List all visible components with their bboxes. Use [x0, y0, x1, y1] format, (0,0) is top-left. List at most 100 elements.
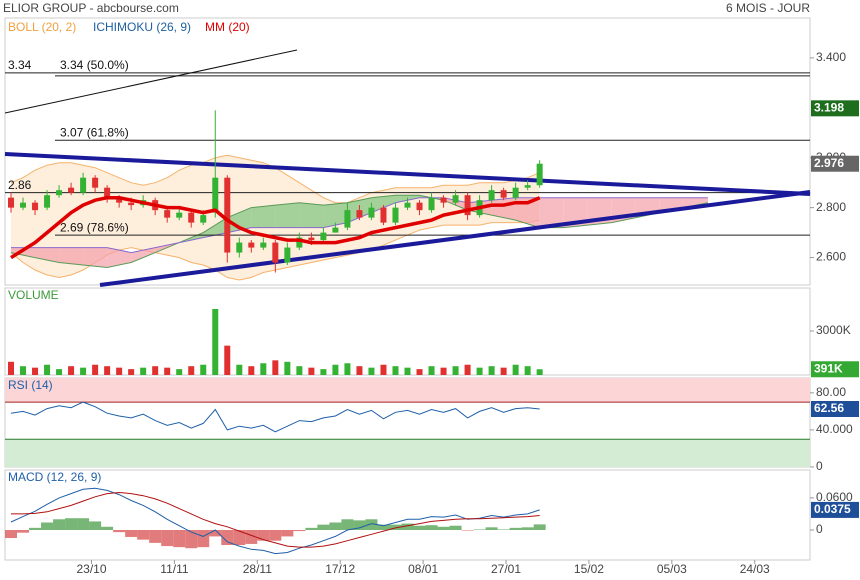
candle-body — [320, 232, 327, 241]
overbought-zone — [5, 378, 810, 403]
macd-histogram — [53, 519, 66, 530]
panel-title: VOLUME — [8, 288, 59, 302]
volume-bar — [92, 364, 99, 375]
candle-body — [20, 202, 27, 208]
macd-histogram — [233, 530, 246, 545]
candle-body — [188, 212, 195, 223]
volume-bar — [176, 369, 183, 375]
volume-bar — [500, 367, 507, 375]
volume-bar — [128, 369, 135, 375]
volume-bar — [392, 366, 399, 375]
volume-bar — [356, 366, 363, 375]
candle-body — [416, 202, 423, 211]
trend-line — [99, 190, 811, 287]
volume-bar — [332, 364, 339, 375]
candle-body — [344, 210, 351, 228]
value-badge-label: 0.0375 — [814, 502, 851, 516]
value-badge-label: 3.198 — [814, 101, 844, 115]
macd-histogram — [209, 530, 222, 537]
volume-bar — [272, 360, 279, 375]
volume-bar — [212, 308, 219, 375]
candle-body — [356, 210, 363, 218]
volume-bar — [248, 366, 255, 375]
macd-histogram — [485, 527, 498, 530]
y-tick-label: 2.600 — [816, 250, 846, 264]
candle-body — [512, 187, 519, 198]
ichimoku-span-a — [10, 194, 708, 269]
level-label: 3.34 (50.0%) — [60, 58, 129, 72]
volume-bar — [44, 364, 51, 375]
candle-body — [524, 185, 531, 188]
candle-body — [296, 237, 303, 248]
candle-body — [440, 197, 447, 203]
macd-histogram — [125, 530, 138, 537]
volume-bar — [8, 361, 15, 375]
macd-histogram — [5, 530, 18, 539]
ichimoku-cloud — [203, 217, 228, 238]
legend-entry: ICHIMOKU (26, 9) — [93, 20, 191, 34]
volume-bar — [56, 369, 63, 375]
trend-line — [4, 152, 811, 196]
macd-histogram — [185, 530, 198, 549]
macd-histogram — [113, 530, 126, 533]
ichimoku-cloud — [83, 247, 108, 268]
y-tick-label: 3.400 — [816, 50, 846, 64]
y-tick-label: 80.00 — [816, 385, 846, 399]
x-tick-label: 15/02 — [574, 562, 604, 576]
macd-histogram — [269, 530, 282, 541]
volume-bar — [464, 364, 471, 375]
legend-entry: BOLL (20, 2) — [8, 20, 76, 34]
candle-body — [164, 210, 171, 218]
candle-body — [116, 197, 123, 203]
macd-histogram — [173, 530, 186, 548]
ichimoku-cloud — [539, 197, 564, 228]
volume-bar — [164, 367, 171, 375]
macd-histogram — [77, 518, 90, 530]
candle-body — [404, 202, 411, 208]
macd-histogram — [89, 521, 102, 530]
value-badge-label: 2.976 — [814, 156, 844, 170]
period: 6 MOIS - JOUR — [726, 1, 810, 15]
x-tick-label: 17/12 — [325, 562, 355, 576]
rsi-line — [10, 401, 540, 433]
ichimoku-cloud — [299, 202, 324, 228]
price-frame — [4, 17, 811, 286]
candle-body — [176, 212, 183, 218]
x-tick-label: 28/11 — [243, 562, 272, 576]
macd-histogram — [497, 529, 510, 530]
value-badge — [811, 361, 859, 378]
macd-frame — [4, 469, 811, 561]
volume-bar — [260, 363, 267, 375]
ichimoku-cloud — [251, 205, 276, 228]
ichimoku-cloud — [131, 247, 156, 263]
ichimoku-cloud — [323, 202, 348, 228]
x-tick-label: 11/11 — [160, 562, 189, 576]
macd-histogram — [365, 519, 378, 530]
ichimoku-cloud — [227, 207, 252, 233]
value-badge — [811, 155, 859, 172]
candle-body — [392, 207, 399, 223]
candle-body — [284, 247, 291, 263]
macd-histogram — [137, 530, 150, 540]
moving-average — [10, 195, 541, 260]
macd-histogram — [317, 524, 330, 530]
value-badge — [811, 401, 859, 418]
volume-bar — [200, 364, 207, 375]
ichimoku-cloud — [683, 197, 708, 208]
value-badge — [811, 501, 859, 518]
candle-body — [32, 202, 39, 211]
volume-bar — [188, 366, 195, 375]
candle-body — [104, 187, 111, 198]
candle-body — [8, 197, 15, 208]
ichimoku-cloud — [35, 247, 60, 263]
volume-bar — [320, 369, 327, 375]
volume-bar — [344, 363, 351, 375]
macd-histogram — [29, 527, 42, 530]
macd-histogram — [449, 525, 462, 530]
ichimoku-cloud — [59, 247, 84, 266]
macd-histogram — [329, 522, 342, 530]
y-tick-label: 0.0600 — [816, 490, 853, 504]
macd-histogram — [425, 525, 438, 530]
y-tick-label: 2.800 — [816, 200, 846, 214]
